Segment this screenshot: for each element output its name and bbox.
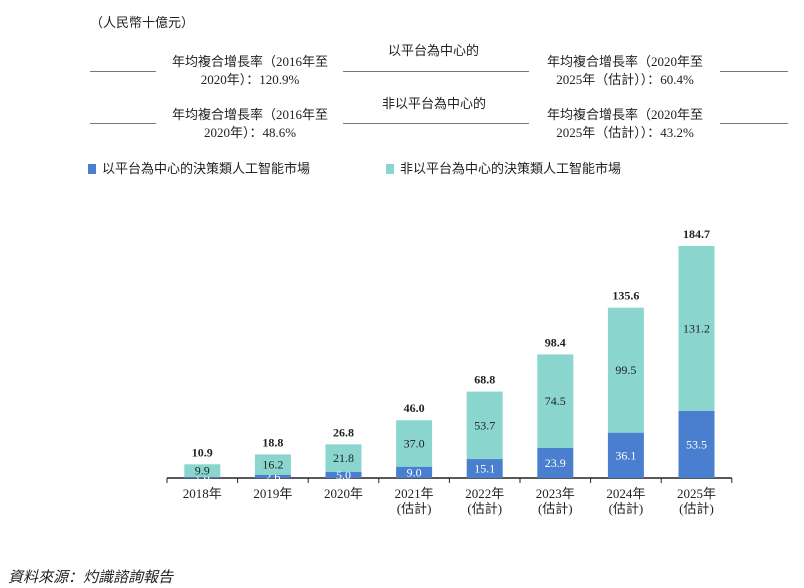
x-tick-label: 2019年 <box>253 486 292 501</box>
x-tick-label: 2025年 <box>677 486 716 501</box>
total-label: 68.8 <box>474 373 495 387</box>
data-label: 15.1 <box>474 462 495 476</box>
bar-segment <box>678 246 715 411</box>
x-tick-label: 2020年 <box>324 486 363 501</box>
legend-item-platform: 以平台為中心的決策類人工智能市場 <box>88 158 310 177</box>
divider <box>720 71 788 72</box>
bar-segment <box>678 410 715 478</box>
platform-cagr-fore: 年均複合增長率（2020年至 2025年（估計））：60.4% <box>546 54 703 87</box>
data-label: 21.8 <box>333 451 354 465</box>
divider <box>90 71 156 72</box>
data-label: 53.5 <box>686 437 707 451</box>
x-tick-label: (估計) <box>538 501 573 516</box>
total-label: 184.7 <box>683 227 710 241</box>
data-label: 131.2 <box>683 321 710 335</box>
bar-segment <box>254 454 291 475</box>
legend-swatch <box>88 164 96 174</box>
bar-segment <box>396 420 433 467</box>
bar-segment <box>184 476 221 478</box>
total-label: 46.0 <box>404 401 425 415</box>
x-tick-label: (估計) <box>609 501 644 516</box>
data-label: 74.5 <box>545 394 566 408</box>
nonplatform-label: 非以平台為中心的 <box>382 96 487 111</box>
data-label: 99.5 <box>615 363 636 377</box>
x-tick-label: 2023年 <box>536 486 575 501</box>
platform-cagr-hist: 年均複合增長率（2016年至 2020年）：120.9% <box>171 54 328 87</box>
unit-label: （人民幣十億元） <box>90 15 195 30</box>
bar-segment <box>537 354 574 448</box>
bar-segment <box>325 444 362 472</box>
data-label: 53.7 <box>474 418 495 432</box>
source-note: 資料來源：灼識諮詢報告 <box>8 570 174 586</box>
nonplatform-cagr-fore: 年均複合增長率（2020年至 2025年（估計））：43.2% <box>546 107 703 140</box>
x-tick-label: (估計) <box>467 501 502 516</box>
bar-segment <box>325 471 362 478</box>
data-label: 37.0 <box>404 436 425 450</box>
x-tick-label: (估計) <box>679 501 714 516</box>
data-label: 16.2 <box>262 458 283 472</box>
bar-segment <box>184 464 221 477</box>
total-label: 10.9 <box>192 445 213 459</box>
nonplatform-cagr-hist: 年均複合增長率（2016年至 2020年）：48.6% <box>171 107 328 140</box>
legend-swatch <box>386 164 394 174</box>
bar-segment <box>607 307 644 433</box>
legend-item-nonplatform: 非以平台為中心的決策類人工智能市場 <box>386 158 621 177</box>
bar-segment <box>466 391 503 460</box>
data-label: 9.0 <box>407 465 422 479</box>
data-label: 9.9 <box>195 464 210 478</box>
data-label: 23.9 <box>545 456 566 470</box>
x-tick-label: (估計) <box>397 501 432 516</box>
total-label: 98.4 <box>545 335 566 349</box>
bar-segment <box>254 474 291 478</box>
divider <box>343 123 529 124</box>
total-label: 26.8 <box>333 425 354 439</box>
divider <box>90 123 156 124</box>
x-tick-label: 2018年 <box>183 486 222 501</box>
bar-segment <box>537 447 574 478</box>
x-tick-label: 2021年 <box>395 486 434 501</box>
bar-segment <box>466 459 503 478</box>
x-tick-label: 2022年 <box>465 486 504 501</box>
x-tick-label: 2024年 <box>606 486 645 501</box>
total-label: 18.8 <box>262 435 283 449</box>
total-label: 135.6 <box>612 289 639 303</box>
bar-segment <box>607 432 644 478</box>
divider <box>720 123 788 124</box>
divider <box>343 71 529 72</box>
platform-label: 以平台為中心的 <box>388 43 480 58</box>
bar-segment <box>396 466 433 478</box>
data-label: 36.1 <box>615 448 636 462</box>
